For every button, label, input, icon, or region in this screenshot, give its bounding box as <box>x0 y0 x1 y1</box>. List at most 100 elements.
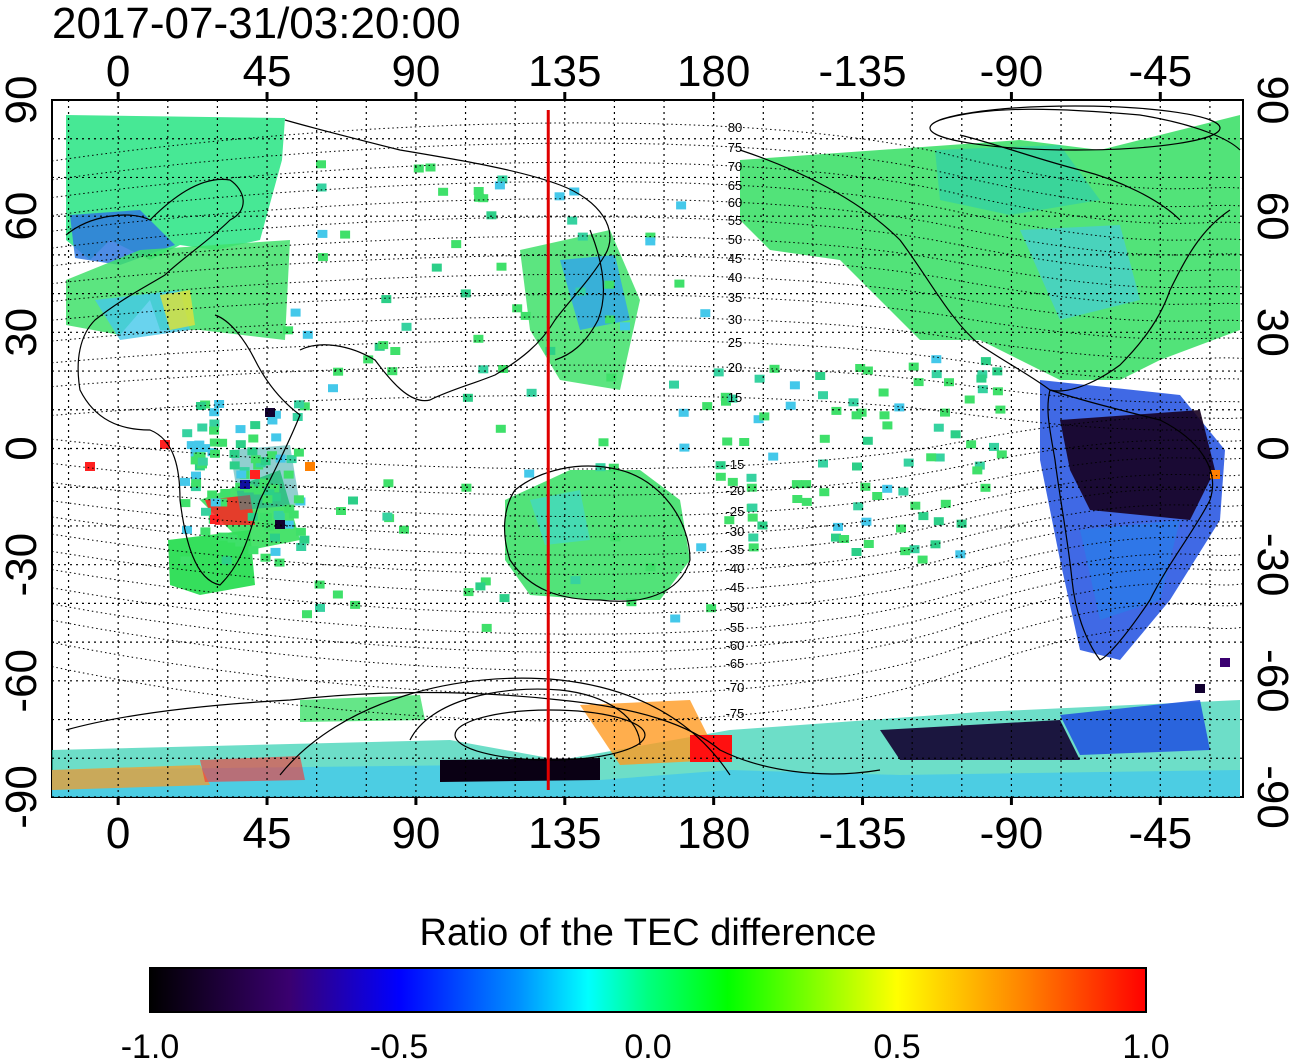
magnetic-latitude-contour <box>52 180 1243 241</box>
magnetic-latitude-contour <box>52 488 1243 556</box>
tec-cell <box>974 461 985 470</box>
tec-cell <box>577 232 588 241</box>
magnetic-latitude-label: 25 <box>728 335 742 350</box>
tec-cell <box>670 614 681 623</box>
tec-cell <box>696 543 707 552</box>
tec-cell <box>626 598 637 607</box>
tec-cell <box>494 181 505 190</box>
tec-cell <box>209 426 220 435</box>
coastlines <box>65 105 1241 776</box>
bottom-lon-tick-label: 0 <box>106 809 130 858</box>
bottom-longitude-ticks: 0 45 90 135 180 -135 -90 -45 <box>106 797 1192 858</box>
tec-cell <box>316 183 327 192</box>
magnetic-latitude-contour <box>52 568 1243 653</box>
tec-cell <box>293 448 304 457</box>
magnetic-latitude-label: 60 <box>728 195 742 210</box>
tec-cell <box>700 309 711 318</box>
tec-cell <box>191 479 202 488</box>
tec-cell <box>721 397 731 406</box>
tec-cell <box>294 400 304 409</box>
tec-cell <box>316 160 326 169</box>
tec-cell <box>977 385 988 394</box>
tec-cell <box>350 600 361 609</box>
tec-cell <box>1210 470 1220 479</box>
tec-cell <box>966 440 977 449</box>
tec-cell <box>977 370 988 379</box>
colorbar: Ratio of the TEC difference -1.0 -0.5 0.0 0… <box>121 912 1170 1064</box>
tec-cell <box>706 604 717 613</box>
magnetic-latitude-label: -30 <box>726 524 745 539</box>
tec-cell <box>209 438 220 447</box>
tec-cell <box>791 480 802 489</box>
colorbar-tick-label: -0.5 <box>370 1028 429 1064</box>
tec-cell <box>264 489 275 498</box>
tec-cell <box>853 502 864 511</box>
magnetic-latitude-label: -40 <box>726 561 745 576</box>
tec-cell <box>293 495 304 504</box>
top-lon-tick-label: 90 <box>391 47 440 96</box>
tec-cell <box>931 370 942 379</box>
tec-cell <box>363 355 374 364</box>
tec-cell <box>236 470 247 479</box>
left-lat-tick-label: 60 <box>0 192 46 241</box>
tec-cell <box>862 366 873 375</box>
magnetic-latitude-contour <box>52 198 1243 256</box>
tec-cell <box>1195 684 1205 693</box>
tec-cell <box>186 441 197 450</box>
magnetic-latitude-label: 20 <box>728 360 742 375</box>
tec-cell <box>855 364 866 372</box>
tec-cell <box>197 457 208 466</box>
magnetic-latitude-label: 70 <box>728 159 742 174</box>
tec-cell <box>473 187 484 195</box>
tec-cell <box>340 230 351 239</box>
tec-cell <box>425 163 436 172</box>
tec-cell <box>955 550 966 559</box>
tec-cell <box>848 398 859 407</box>
tec-cell <box>271 433 282 442</box>
tec-cell <box>275 520 285 529</box>
tec-cell <box>317 229 328 238</box>
right-lat-tick-label: 90 <box>1248 76 1296 125</box>
tec-cell <box>801 480 812 489</box>
tec-cell <box>831 406 842 415</box>
tec-cell <box>863 540 874 548</box>
magnetic-latitude-contour <box>52 457 1243 518</box>
tec-cell <box>674 279 685 288</box>
tec-cell <box>526 388 537 397</box>
tec-cell <box>992 387 1003 396</box>
tec-cell <box>348 496 358 505</box>
tec-cell <box>1220 658 1230 667</box>
tec-cell <box>481 623 492 632</box>
tec-cell <box>833 522 843 531</box>
colorbar-gradient <box>149 967 1147 1013</box>
magnetic-latitude-label: -50 <box>726 600 745 615</box>
colorbar-ticks: -1.0 -0.5 0.0 0.5 1.0 <box>121 1028 1170 1064</box>
magnetic-latitude-contour <box>52 504 1243 575</box>
tec-cell <box>413 164 424 173</box>
tec-cell <box>314 580 325 589</box>
tec-cell <box>383 479 394 488</box>
magnetic-latitude-contours <box>52 122 1243 722</box>
tec-cell <box>382 512 393 521</box>
tec-cell <box>747 503 758 512</box>
tec-cell <box>768 452 779 461</box>
tec-cell <box>903 458 914 467</box>
right-lat-tick-label: -90 <box>1248 765 1296 829</box>
tec-cell <box>882 484 893 493</box>
tec-cell <box>399 525 409 534</box>
tec-cell <box>620 322 630 331</box>
tec-cell <box>545 346 556 355</box>
tec-cell <box>896 524 906 533</box>
tec-cell <box>554 192 565 201</box>
tec-cell <box>852 462 862 471</box>
tec-cell <box>839 535 850 543</box>
tec-cell <box>720 392 731 401</box>
tec-cell <box>478 365 489 374</box>
tec-cell <box>283 470 294 479</box>
tec-cell <box>480 577 491 586</box>
top-lon-tick-label: 0 <box>106 47 130 96</box>
tec-cell <box>746 483 757 492</box>
tec-cell <box>524 469 535 478</box>
left-lat-tick-label: -30 <box>0 533 46 597</box>
tec-cell <box>259 512 270 521</box>
